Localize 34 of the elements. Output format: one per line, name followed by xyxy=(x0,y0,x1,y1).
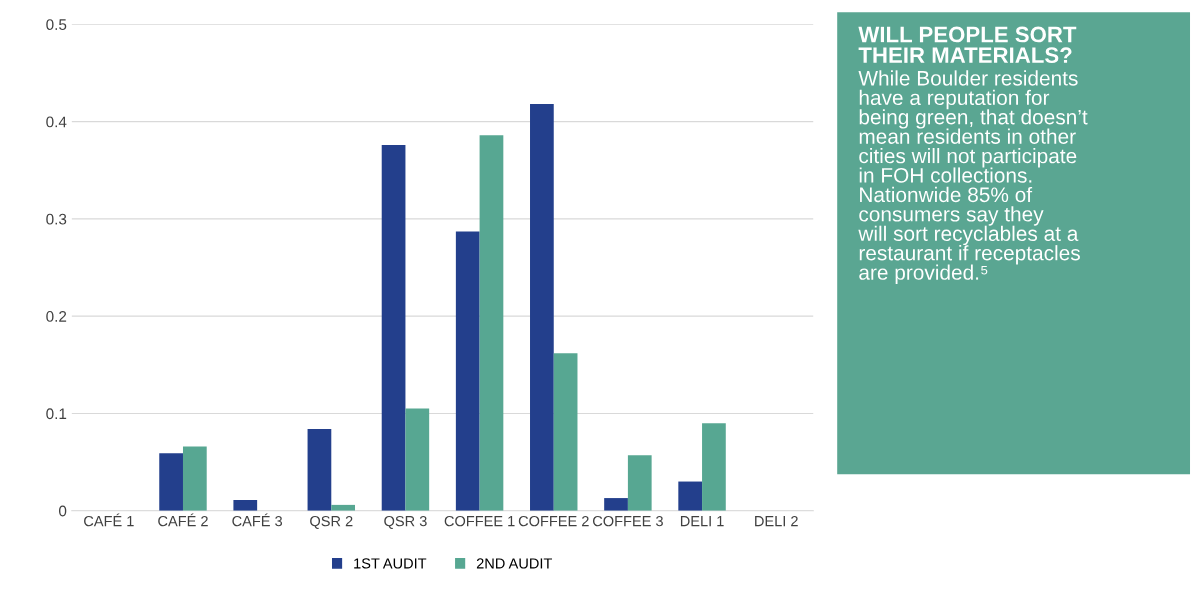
y-tick-label: 0 xyxy=(59,505,67,517)
bar xyxy=(604,498,628,511)
bar xyxy=(530,104,554,511)
bar xyxy=(702,423,726,511)
y-tick-label: 0.5 xyxy=(46,19,67,31)
legend-label: 1ST AUDIT xyxy=(354,558,427,569)
x-tick-label: COFFEE 1 xyxy=(444,515,515,527)
x-tick-label: DELI 2 xyxy=(755,515,798,527)
bar xyxy=(479,135,504,511)
x-tick-label: QSR 2 xyxy=(310,515,353,529)
y-tick-label: 0.2 xyxy=(46,311,67,322)
x-tick-label: COFFEE 2 xyxy=(518,515,589,527)
bar xyxy=(455,231,480,511)
bar xyxy=(381,144,406,511)
x-tick-label: CAFÉ 2 xyxy=(158,513,208,527)
y-tick-label: 0.4 xyxy=(46,116,67,128)
bar xyxy=(307,429,332,511)
bar xyxy=(678,481,703,511)
y-tick-label: 0.3 xyxy=(46,213,67,225)
x-tick-label: CAFÉ 1 xyxy=(84,513,134,527)
bar xyxy=(553,353,578,511)
text: WILL PEOPLE SORT THEIR MATERIALS? xyxy=(858,26,1077,64)
x-tick-label: DELI 1 xyxy=(680,516,724,527)
bar xyxy=(182,446,207,511)
bar xyxy=(627,455,652,511)
x-tick-label: QSR 3 xyxy=(384,515,427,529)
x-tick-label: CAFÉ 3 xyxy=(232,513,283,527)
bar xyxy=(159,453,183,511)
text: While Boulder residents have a reputation for being green, that doesn’t mean residents in other cities will not participate in FOH collections. Nationwide 85% of consumers say they will sort recyclables at a restaurant if receptacles are provided.⁵ xyxy=(858,70,1088,284)
y-tick-label: 0.1 xyxy=(46,408,67,420)
legend-label: 2ND AUDIT xyxy=(476,558,553,569)
bar xyxy=(405,408,430,511)
bar xyxy=(233,500,258,511)
x-tick-label: COFFEE 3 xyxy=(592,515,663,527)
